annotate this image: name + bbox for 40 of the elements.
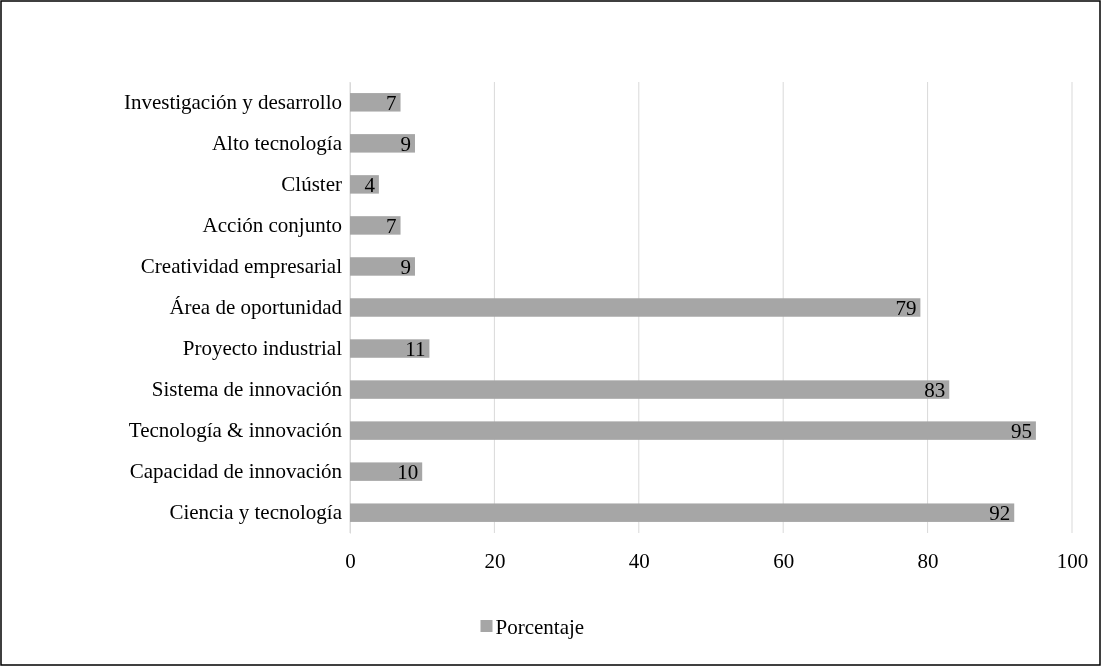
bar [350,93,401,112]
y-tick-label: Ciencia y tecnología [169,500,343,525]
data-label: 95 [1010,418,1032,443]
y-tick-label: Capacidad de innovación [129,459,343,484]
bar [350,257,415,276]
x-tick-label: 80 [917,548,939,573]
y-tick-label: Creatividad empresarial [140,254,343,279]
bar [350,298,921,317]
x-tick-label: 60 [773,548,795,573]
data-label: 4 [364,172,376,197]
data-label: 92 [989,501,1011,526]
data-label: 9 [400,131,411,156]
data-label: 10 [397,460,419,484]
y-tick-label: Tecnología & innovación [128,418,343,443]
x-tick-label: 40 [628,548,650,573]
y-tick-label: Proyecto industrial [182,336,343,361]
x-tick-label: 100 [1056,548,1089,573]
x-tick-label: 0 [345,548,356,573]
y-tick-label: Alto tecnología [211,131,343,156]
y-tick-label: Sistema de innovación [151,377,343,402]
x-tick-label: 20 [484,548,506,573]
y-tick-label: Clúster [281,172,342,197]
y-tick-label: Investigación y desarrollo [123,90,342,115]
y-tick-label: Área de oportunidad [169,295,343,320]
bar [350,339,430,358]
bar [350,503,1015,522]
bar [350,380,950,399]
bar [350,216,401,235]
bar [350,462,423,481]
data-label: 7 [386,90,397,115]
bar [350,134,415,153]
data-label: 79 [895,295,917,320]
y-tick-label: Acción conjunto [202,213,342,238]
data-label: 83 [924,377,946,402]
data-label: 9 [400,254,411,279]
data-label: 7 [386,213,397,238]
bar [350,175,379,194]
bar [350,421,1036,440]
data-label: 11 [405,336,426,361]
legend-label: Porcentaje [495,615,585,640]
